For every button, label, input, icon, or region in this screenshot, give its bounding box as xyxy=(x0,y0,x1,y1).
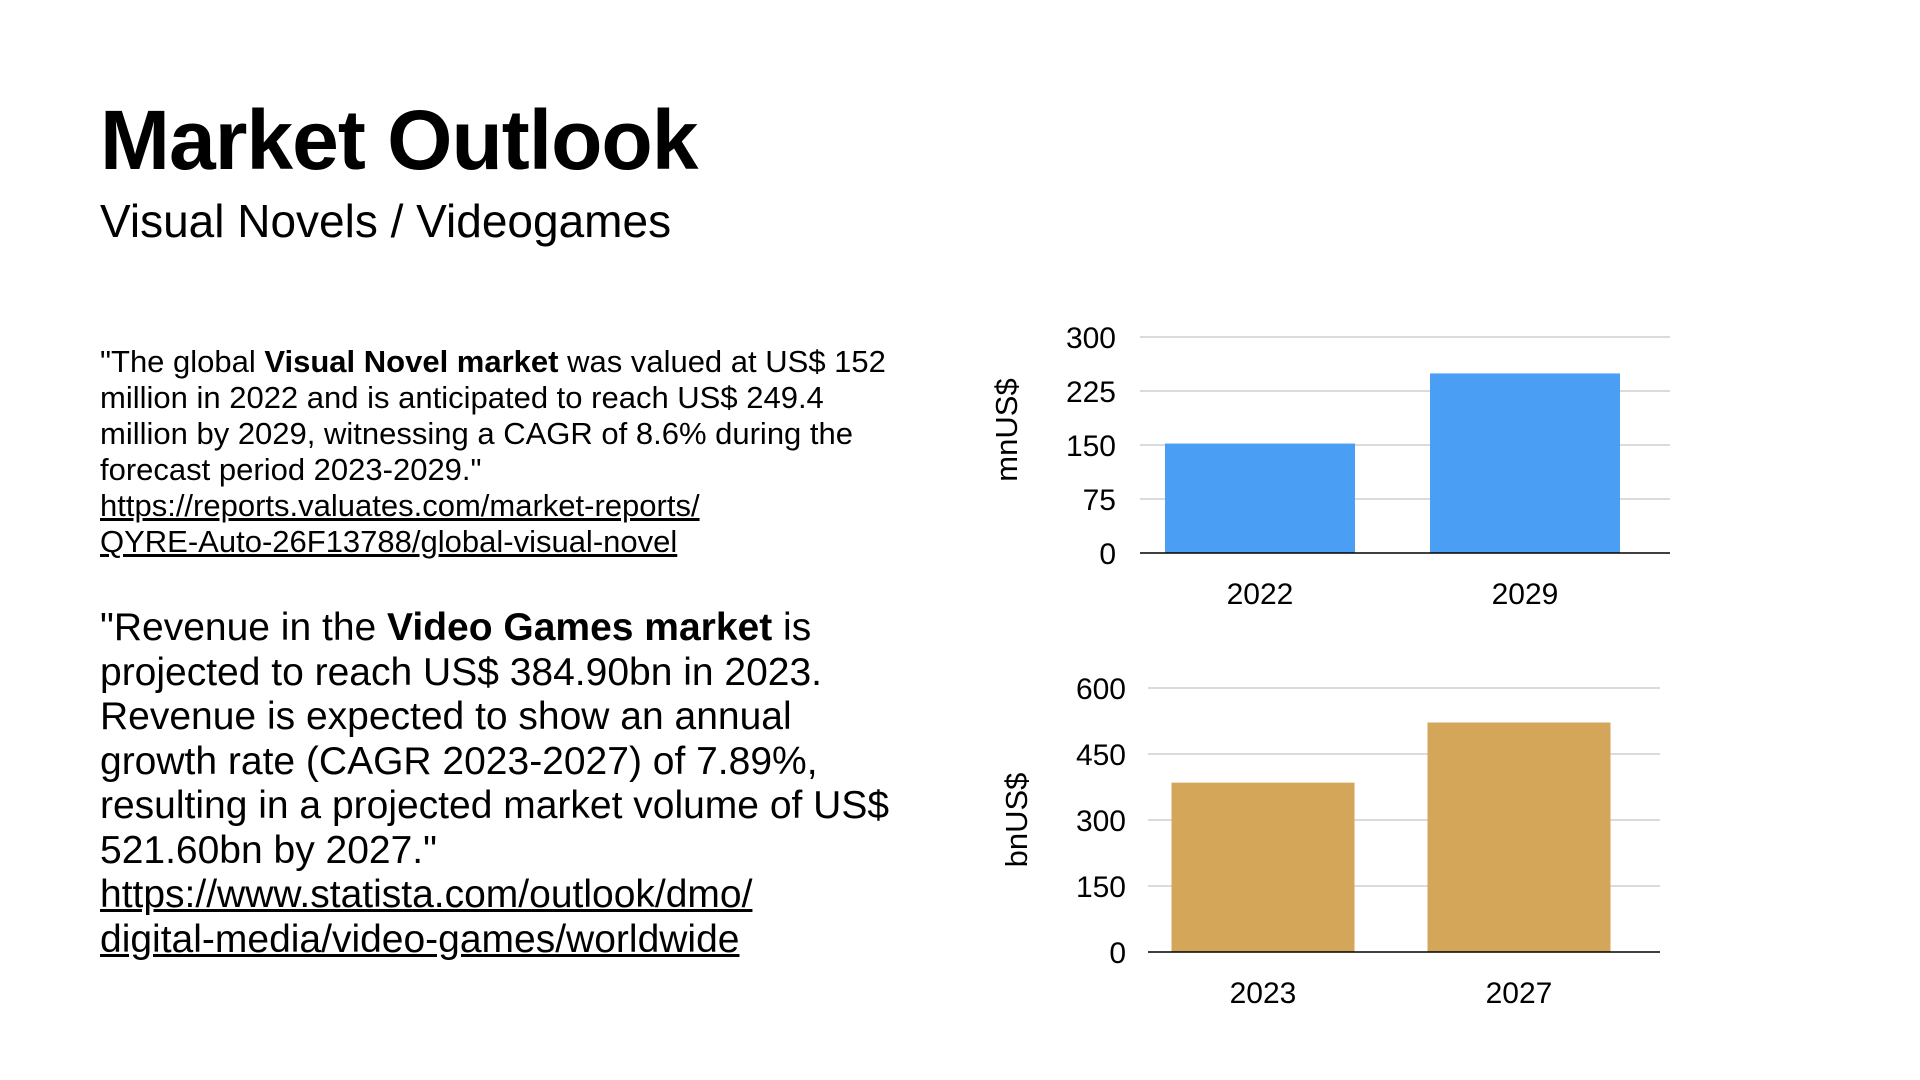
x-tick-label: 2023 xyxy=(1230,977,1297,1010)
y-tick-label: 300 xyxy=(1066,322,1116,355)
quote2-text-bold: Video Games market xyxy=(387,606,773,649)
quote2-text-post: is projected to reach US$ 384.90bn in 20… xyxy=(100,606,890,872)
quote1-text-post: was valued at US$ 152 million in 2022 an… xyxy=(100,344,886,487)
bar-2022 xyxy=(1165,443,1355,553)
quote1-source-link[interactable]: https://reports.valuates.com/market-repo… xyxy=(100,488,700,559)
quote1-link-line1: https://reports.valuates.com/market-repo… xyxy=(100,488,700,523)
y-tick-label: 0 xyxy=(1109,937,1126,970)
y-tick-label: 450 xyxy=(1076,739,1126,772)
video-games-quote: "Revenue in the Video Games market is pr… xyxy=(100,606,900,962)
y-axis-label: bnUS$ xyxy=(999,773,1034,868)
visual-novel-bar-chart: 0 75 150 225 300 2022 2029 mnUS$ xyxy=(989,322,1670,611)
bar-2029 xyxy=(1430,373,1620,553)
y-tick-label: 600 xyxy=(1076,673,1126,706)
bar-2023 xyxy=(1171,782,1355,952)
y-axis-label: mnUS$ xyxy=(989,378,1024,481)
x-tick-label: 2022 xyxy=(1227,578,1294,611)
quote2-source-link[interactable]: https://www.statista.com/outlook/dmo/dig… xyxy=(100,873,752,961)
y-tick-label: 300 xyxy=(1076,805,1126,838)
quote1-link-line2: QYRE-Auto-26F13788/global-visual-novel xyxy=(100,524,678,559)
y-tick-label: 75 xyxy=(1083,484,1116,517)
y-tick-label: 150 xyxy=(1076,871,1126,904)
quote2-link-line2: digital-media/video-games/worldwide xyxy=(100,917,740,961)
video-games-bar-chart: 0 150 300 450 600 2023 2027 bnUS$ xyxy=(999,673,1660,1010)
slide-subtitle: Visual Novels / Videogames xyxy=(100,195,672,247)
bar-2027 xyxy=(1427,722,1611,952)
x-tick-label: 2027 xyxy=(1486,977,1553,1010)
quote1-text-pre: "The global xyxy=(100,344,265,379)
x-tick-label: 2029 xyxy=(1492,578,1559,611)
slide-title: Market Outlook xyxy=(100,93,698,187)
visual-novel-quote: "The global Visual Novel market was valu… xyxy=(100,344,900,560)
y-tick-label: 150 xyxy=(1066,430,1116,463)
y-tick-label: 225 xyxy=(1066,376,1116,409)
quote2-text-pre: "Revenue in the xyxy=(100,606,388,649)
y-tick-label: 0 xyxy=(1099,538,1116,571)
quote1-text-bold: Visual Novel market xyxy=(264,344,559,379)
quote2-link-line1: https://www.statista.com/outlook/dmo/ xyxy=(100,873,753,916)
